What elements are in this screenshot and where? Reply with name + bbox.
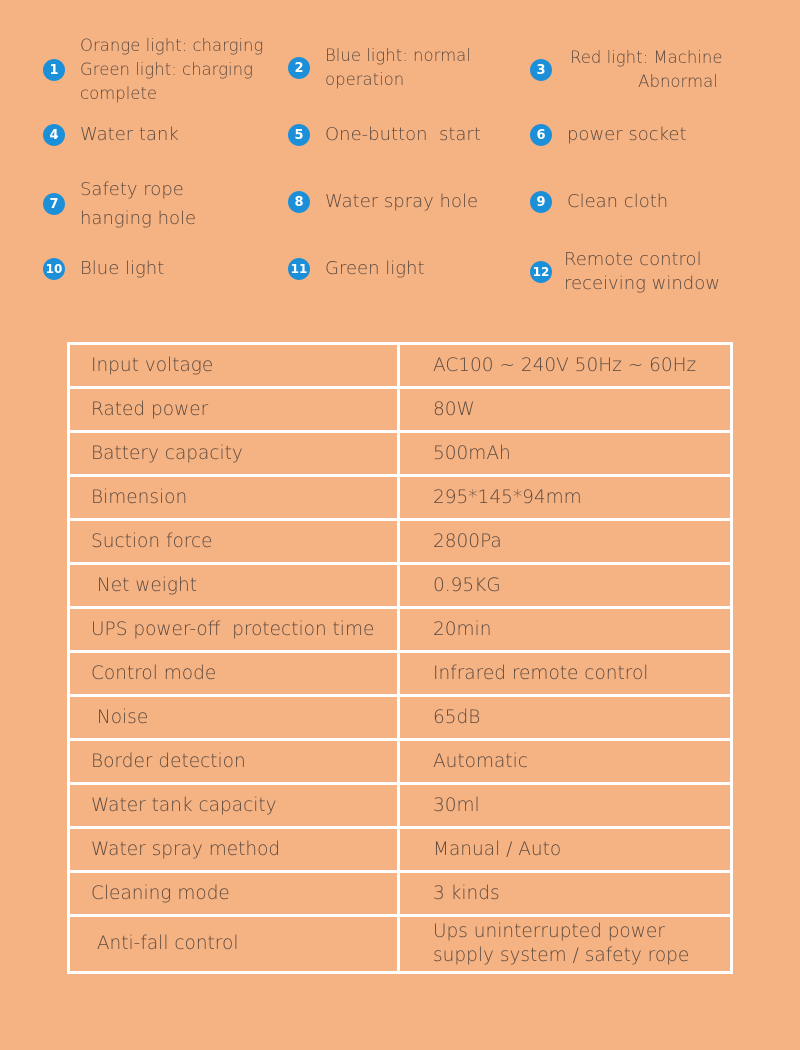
legend-item: 5 One-button start — [288, 123, 481, 147]
legend-label: Red light: Machine Abnormal — [570, 48, 723, 91]
number-badge: 8 — [288, 191, 310, 213]
number-badge: 2 — [288, 57, 310, 79]
number-badge: 11 — [288, 258, 310, 280]
spec-value: Infrared remote control — [397, 650, 733, 697]
spec-label: Control mode — [67, 650, 400, 697]
legend-item: 12 Remote control receiving window — [530, 248, 720, 296]
spec-label: Water spray method — [67, 826, 400, 873]
legend-label: Remote control receiving window — [564, 249, 720, 294]
spec-value: 30ml — [397, 782, 733, 829]
spec-value: 3 kinds — [397, 870, 733, 917]
spec-label: Noise — [67, 694, 400, 741]
spec-row: Net weight 0.95KG — [67, 562, 733, 609]
legend-item: 6 power socket — [530, 123, 687, 147]
legend-label: Blue light — [80, 258, 165, 279]
legend-item: 8 Water spray hole — [288, 190, 478, 214]
number-badge: 6 — [530, 124, 552, 146]
legend-label: Clean cloth — [567, 191, 669, 212]
spec-row: Water spray method Manual / Auto — [67, 826, 733, 873]
legend-label: Water tank — [80, 124, 179, 145]
spec-row: Anti-fall control Ups uninterrupted power… — [67, 914, 733, 974]
spec-value: 295*145*94mm — [397, 474, 733, 521]
spec-value: 500mAh — [397, 430, 733, 477]
spec-row: Water tank capacity 30ml — [67, 782, 733, 829]
spec-label: Cleaning mode — [67, 870, 400, 917]
legend-label: Safety rope hanging hole — [80, 179, 197, 229]
spec-label: Water tank capacity — [67, 782, 400, 829]
number-badge: 10 — [43, 258, 65, 280]
legend-label: Water spray hole — [325, 191, 479, 212]
spec-row: Cleaning mode 3 kinds — [67, 870, 733, 917]
legend-item: 11 Green light — [288, 257, 425, 281]
spec-value: 20min — [397, 606, 733, 653]
spec-table: Input voltage AC100 ~ 240V 50Hz ~ 60Hz Rat… — [67, 342, 733, 974]
spec-value: 2800Pa — [397, 518, 733, 565]
number-badge: 9 — [530, 191, 552, 213]
spec-label: Anti-fall control — [67, 914, 400, 974]
legend-item: 9 Clean cloth — [530, 190, 668, 214]
spec-label: Bimension — [67, 474, 400, 521]
spec-label: Battery capacity — [67, 430, 400, 477]
number-badge: 1 — [43, 59, 65, 81]
number-badge: 3 — [530, 59, 552, 81]
legend-item: 10 Blue light — [43, 257, 164, 281]
spec-value: 80W — [397, 386, 733, 433]
spec-label: Input voltage — [67, 342, 400, 389]
spec-row: Noise 65dB — [67, 694, 733, 741]
legend-item: 4 Water tank — [43, 123, 179, 147]
legend-label: Orange light: charging Green light: char… — [80, 36, 264, 103]
spec-value: Manual / Auto — [397, 826, 733, 873]
legend-label: power socket — [567, 124, 687, 145]
spec-label: Suction force — [67, 518, 400, 565]
spec-row: Suction force 2800Pa — [67, 518, 733, 565]
number-badge: 4 — [43, 124, 65, 146]
spec-label: Rated power — [67, 386, 400, 433]
spec-row: Border detection Automatic — [67, 738, 733, 785]
spec-label: Net weight — [67, 562, 400, 609]
legend-item: 1 Orange light: charging Green light: cha… — [43, 34, 263, 106]
spec-row: Control mode Infrared remote control — [67, 650, 733, 697]
spec-label: UPS power-off protection time — [67, 606, 400, 653]
legend-item: 7 Safety rope hanging hole — [43, 175, 196, 233]
spec-value: Automatic — [397, 738, 733, 785]
number-badge: 7 — [43, 193, 65, 215]
spec-row: Bimension 295*145*94mm — [67, 474, 733, 521]
spec-value: 0.95KG — [397, 562, 733, 609]
number-badge: 12 — [530, 261, 552, 283]
legend-label: Blue light: normal operation — [325, 46, 471, 89]
spec-row: Rated power 80W — [67, 386, 733, 433]
spec-row: Input voltage AC100 ~ 240V 50Hz ~ 60Hz — [67, 342, 733, 389]
number-badge: 5 — [288, 124, 310, 146]
spec-row: Battery capacity 500mAh — [67, 430, 733, 477]
legend-item: 3 Red light: Machine Abnormal — [530, 46, 722, 94]
spec-value: Ups uninterrupted power supply system / … — [397, 914, 733, 974]
spec-value: 65dB — [397, 694, 733, 741]
spec-label: Border detection — [67, 738, 400, 785]
spec-row: UPS power-off protection time 20min — [67, 606, 733, 653]
spec-value: AC100 ~ 240V 50Hz ~ 60Hz — [397, 342, 733, 389]
legend-label: One-button start — [325, 124, 481, 145]
legend-label: Green light — [325, 258, 425, 279]
legend-item: 2 Blue light: normal operation — [288, 44, 471, 92]
